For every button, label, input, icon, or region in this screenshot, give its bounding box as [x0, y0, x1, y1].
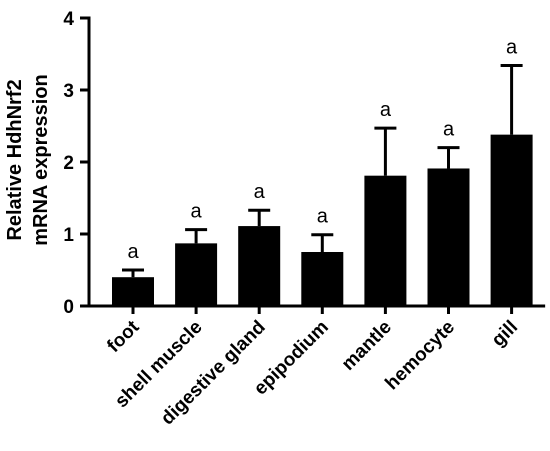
- x-tick-label: gill: [488, 317, 522, 351]
- bars: a a a a a a a: [112, 37, 533, 306]
- bar-mantle: [364, 175, 407, 306]
- significance-label: a: [127, 241, 139, 263]
- y-tick-label: 1: [63, 225, 74, 246]
- y-tick-label: 2: [63, 153, 74, 174]
- significance-label: a: [443, 119, 455, 141]
- y-axis: 0 1 2 3 4: [63, 9, 91, 318]
- bar-hemocyte: [427, 168, 470, 306]
- x-tick-label: hemocyte: [381, 317, 459, 395]
- y-tick-label: 3: [63, 81, 74, 102]
- y-axis-label: Relative HdhNrf2 mRNA expression: [4, 74, 52, 246]
- y-tick-label: 0: [63, 297, 74, 318]
- bar-shell-muscle: [175, 243, 218, 306]
- significance-label: a: [191, 201, 203, 223]
- bar-gill: [490, 134, 533, 306]
- x-tick-label: foot: [103, 316, 144, 357]
- significance-label: a: [254, 181, 266, 203]
- significance-label: a: [317, 206, 329, 228]
- x-tick-label: mantle: [338, 317, 396, 375]
- y-axis-label-line-1: Relative HdhNrf2: [4, 79, 26, 240]
- bar-digestive-gland: [238, 226, 281, 306]
- bar-foot: [112, 277, 154, 306]
- bar-epipodium: [301, 252, 344, 306]
- y-axis-label-line-2: mRNA expression: [30, 74, 52, 246]
- y-tick-label: 4: [63, 9, 74, 30]
- significance-label: a: [380, 99, 392, 121]
- significance-label: a: [506, 37, 518, 59]
